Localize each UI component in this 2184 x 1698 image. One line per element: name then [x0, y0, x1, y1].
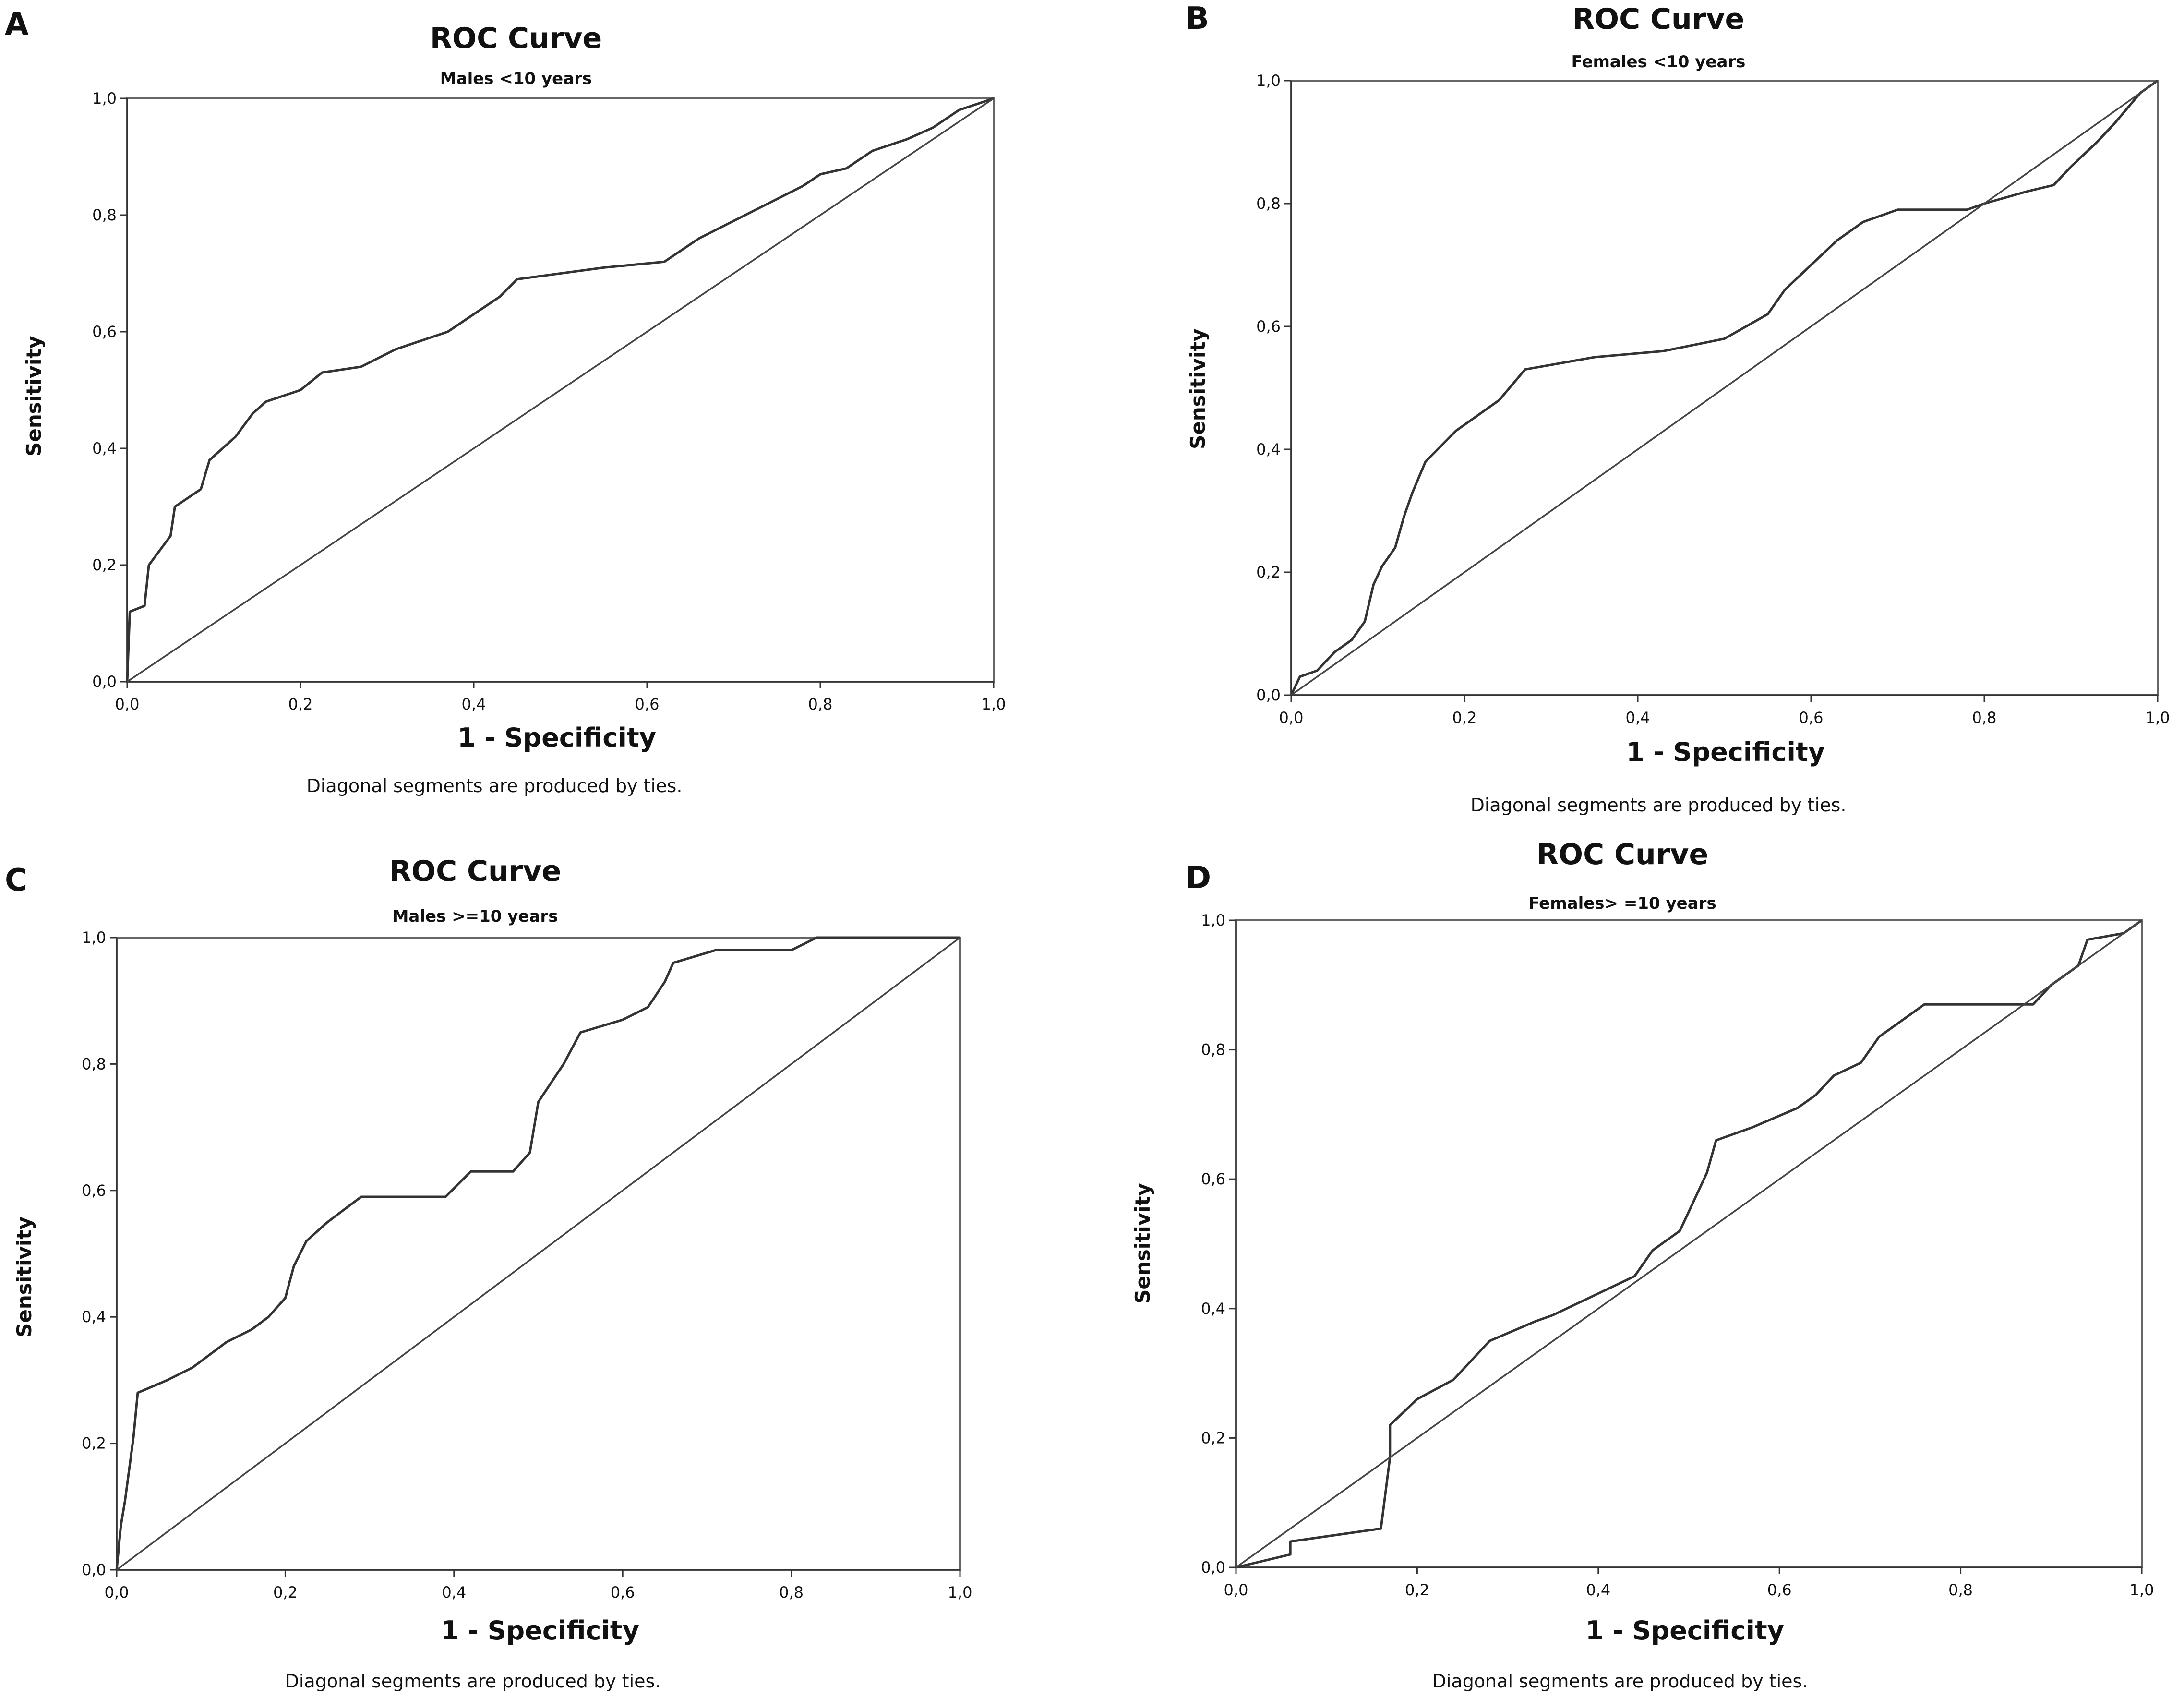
y-tick-label: 0,0 — [92, 673, 117, 691]
x-tick-label: 0,2 — [288, 695, 313, 713]
reference-diagonal-line — [116, 937, 961, 1571]
y-tick-label: 1,0 — [82, 928, 106, 947]
x-tick-label: 0,2 — [1452, 709, 1477, 727]
x-axis-label: 1 - Specificity — [441, 1615, 639, 1646]
y-tick-label: 0,8 — [92, 206, 117, 224]
plot-area: 0,0 0,0 0,2 0,2 0,4 0,4 0,6 0,6 0,8 0,8 1,0 1,0 — [82, 928, 972, 1602]
panel-letter: D — [1186, 860, 1211, 896]
chart-title: ROC Curve — [389, 855, 561, 888]
panel-letter: A — [5, 7, 29, 42]
panel-a: A ROC Curve Males <10 years Sensitivity … — [5, 7, 1006, 796]
panel-letter: B — [1186, 1, 1209, 36]
x-tick-label: 0,4 — [442, 1583, 466, 1602]
x-tick-label: 0,6 — [611, 1583, 635, 1602]
panel-letter: C — [5, 863, 27, 898]
x-axis-label: 1 - Specificity — [1626, 737, 1825, 767]
y-tick-label: 0,0 — [1256, 686, 1281, 704]
y-axis-label: Sensitivity — [12, 1216, 36, 1337]
plot-area: 0,0 0,0 0,2 0,2 0,4 0,4 0,6 0,6 0,8 0,8 1,0 1,0 — [1256, 72, 2170, 727]
y-tick-label: 0,4 — [1201, 1300, 1225, 1318]
x-tick-label: 0,0 — [1224, 1581, 1248, 1599]
plot-area: 0,0 0,0 0,2 0,2 0,4 0,4 0,6 0,6 0,8 0,8 1,0 1,0 — [1201, 911, 2154, 1599]
reference-diagonal-line — [1290, 80, 2159, 696]
footnote: Diagonal segments are produced by ties. — [307, 775, 683, 796]
y-tick-label: 0,0 — [1201, 1558, 1225, 1577]
x-tick-label: 0,0 — [105, 1583, 129, 1602]
x-tick-label: 0,6 — [1799, 709, 1824, 727]
x-tick-label: 0,4 — [462, 695, 486, 713]
x-tick-label: 0,2 — [1405, 1581, 1429, 1599]
reference-diagonal-line — [127, 97, 994, 683]
y-tick-label: 0,4 — [1256, 440, 1281, 458]
x-tick-label: 1,0 — [2146, 709, 2170, 727]
roc-curve-line — [115, 936, 960, 1570]
chart-title: ROC Curve — [430, 22, 602, 55]
x-tick-label: 0,8 — [1948, 1581, 1973, 1599]
x-tick-label: 0,8 — [1972, 709, 1997, 727]
chart-subtitle: Males <10 years — [440, 69, 592, 88]
roc-curve-line — [126, 97, 994, 682]
y-tick-label: 0,8 — [1256, 194, 1281, 213]
plot-area: 0,0 0,0 0,2 0,2 0,4 0,4 0,6 0,6 0,8 0,8 1,0 1,0 — [92, 89, 1006, 713]
x-tick-label: 0,0 — [1279, 709, 1304, 727]
reference-diagonal-line — [1235, 919, 2143, 1568]
y-tick-label: 0,6 — [1201, 1170, 1225, 1188]
y-tick-label: 0,0 — [82, 1561, 106, 1579]
y-tick-label: 0,2 — [1256, 563, 1281, 581]
roc-curve-line — [1290, 79, 2159, 696]
y-tick-label: 0,2 — [82, 1434, 106, 1453]
y-axis-label: Sensitivity — [1186, 328, 1210, 449]
y-tick-label: 0,8 — [82, 1055, 106, 1073]
y-tick-label: 0,6 — [92, 323, 117, 341]
footnote: Diagonal segments are produced by ties. — [285, 1671, 661, 1692]
y-tick-label: 0,4 — [82, 1308, 106, 1326]
x-tick-label: 0,6 — [1767, 1581, 1792, 1599]
x-axis-label: 1 - Specificity — [457, 723, 656, 753]
y-tick-label: 0,4 — [92, 439, 117, 458]
panel-d: D ROC Curve Females> =10 years Sensitivi… — [1131, 838, 2154, 1692]
y-axis-label: Sensitivity — [1131, 1183, 1154, 1304]
x-tick-label: 0,2 — [273, 1583, 298, 1602]
x-axis-label: 1 - Specificity — [1585, 1615, 1784, 1646]
footnote: Diagonal segments are produced by ties. — [1432, 1671, 1808, 1692]
y-tick-label: 1,0 — [1256, 72, 1281, 90]
x-tick-label: 1,0 — [948, 1583, 972, 1602]
x-tick-label: 0,4 — [1626, 709, 1650, 727]
x-tick-label: 1,0 — [2130, 1581, 2154, 1599]
x-tick-label: 0,4 — [1586, 1581, 1610, 1599]
chart-subtitle: Males >=10 years — [393, 907, 558, 926]
x-tick-label: 1,0 — [982, 695, 1006, 713]
x-tick-label: 0,6 — [635, 695, 660, 713]
chart-title: ROC Curve — [1536, 838, 1708, 871]
x-tick-label: 0,0 — [115, 695, 140, 713]
panel-b: B ROC Curve Females <10 years Sensitivit… — [1186, 1, 2170, 816]
footnote: Diagonal segments are produced by ties. — [1471, 795, 1847, 816]
roc-curve-line — [1236, 919, 2143, 1569]
y-tick-label: 1,0 — [92, 89, 117, 108]
x-tick-label: 0,8 — [779, 1583, 804, 1602]
y-tick-label: 1,0 — [1201, 911, 1225, 929]
panel-c: C ROC Curve Males >=10 years Sensitivity… — [5, 855, 972, 1692]
y-tick-label: 0,6 — [1256, 317, 1281, 336]
y-tick-label: 0,2 — [92, 556, 117, 574]
x-tick-label: 0,8 — [808, 695, 833, 713]
chart-subtitle: Females> =10 years — [1528, 894, 1716, 913]
chart-title: ROC Curve — [1572, 2, 1744, 36]
y-tick-label: 0,6 — [82, 1181, 106, 1200]
y-tick-label: 0,2 — [1201, 1429, 1225, 1447]
y-tick-label: 0,8 — [1201, 1041, 1225, 1059]
chart-subtitle: Females <10 years — [1572, 52, 1746, 72]
y-axis-label: Sensitivity — [22, 336, 46, 457]
